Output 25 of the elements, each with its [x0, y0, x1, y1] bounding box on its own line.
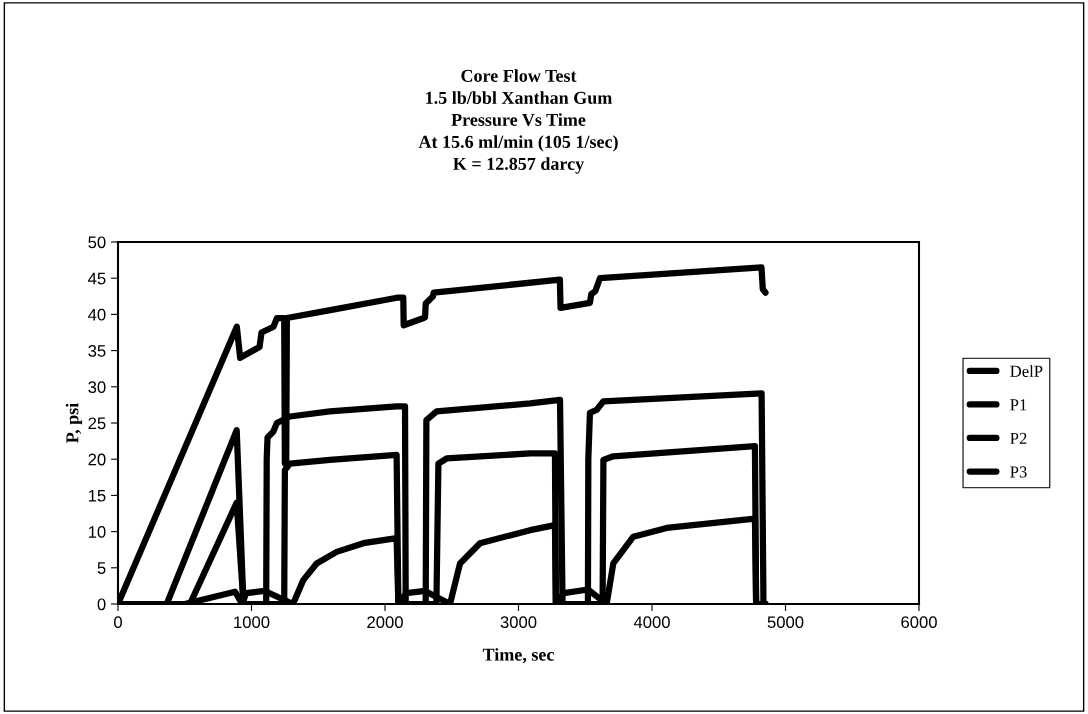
x-tick-label: 3000 — [500, 616, 537, 629]
y-tick-label: 20 — [88, 453, 106, 466]
x-tick-label: 6000 — [901, 616, 937, 629]
y-tick-label: 15 — [88, 489, 106, 502]
y-tick-label: 50 — [88, 236, 106, 249]
y-axis-title: P, psi — [65, 403, 83, 443]
legend-label: DelP — [1010, 365, 1043, 377]
y-tick-label: 5 — [97, 562, 106, 574]
x-tick-label: 4000 — [633, 616, 670, 629]
y-tick-label: 25 — [88, 417, 106, 430]
legend-label: P3 — [1010, 466, 1027, 478]
x-tick-label: 1000 — [234, 616, 270, 629]
x-tick-label: 0 — [114, 616, 122, 629]
y-tick-label: 0 — [97, 598, 106, 611]
y-tick-label: 40 — [88, 308, 106, 321]
y-tick-label: 10 — [88, 526, 106, 538]
y-tick-label: 30 — [88, 381, 106, 393]
y-tick-label: 45 — [88, 272, 106, 285]
y-tick-label: 35 — [88, 345, 106, 357]
chart-title: Core Flow Test 1.5 lb/bbl Xanthan Gum Pressure Vs Time At 15.6 ml/min (105 1/sec) K = 12.857 darcy — [418, 69, 618, 174]
x-tick-label: 5000 — [767, 616, 804, 629]
legend-label: P1 — [1010, 399, 1027, 411]
x-tick-label: 2000 — [367, 616, 403, 629]
legend-label: P2 — [1010, 432, 1027, 444]
x-axis-title: Time, sec — [482, 648, 554, 664]
